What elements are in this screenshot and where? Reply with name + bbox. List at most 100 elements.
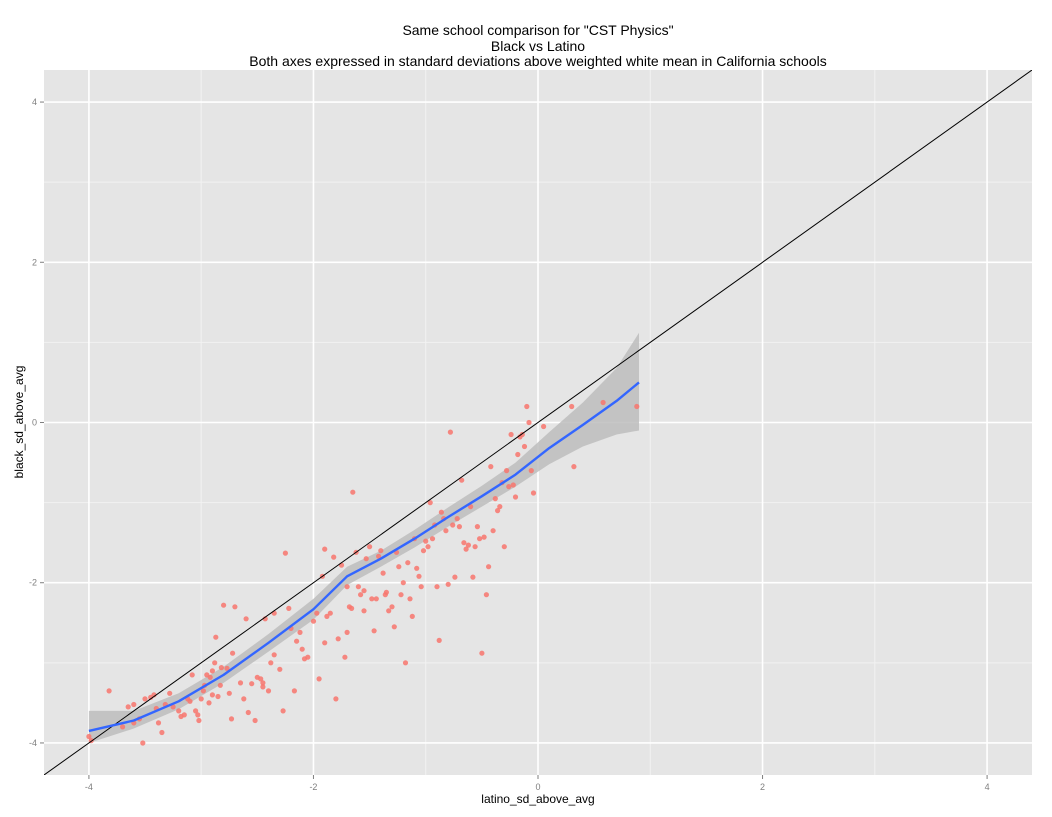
data-point: [497, 504, 503, 510]
data-point: [463, 546, 469, 552]
data-point: [438, 509, 444, 515]
data-point: [459, 477, 465, 483]
data-point: [405, 560, 411, 566]
data-point: [277, 666, 283, 672]
chart-title: Same school comparison for "CST Physics"…: [249, 22, 826, 69]
data-point: [106, 688, 112, 694]
data-point: [600, 399, 606, 406]
data-point: [170, 704, 176, 710]
y-tick-label: 2: [32, 257, 37, 267]
data-point: [524, 403, 530, 410]
data-point: [418, 584, 424, 590]
data-point: [217, 682, 223, 688]
data-point: [198, 696, 204, 702]
data-point: [271, 610, 277, 616]
data-point: [322, 640, 328, 646]
data-point: [297, 629, 303, 636]
data-point: [125, 704, 131, 710]
data-point: [195, 712, 201, 718]
data-point: [335, 636, 341, 642]
data-point: [322, 546, 328, 552]
data-point: [331, 554, 337, 560]
data-point: [373, 596, 379, 602]
data-point: [260, 680, 266, 686]
data-point: [454, 516, 460, 522]
data-point: [425, 544, 431, 550]
data-point: [434, 584, 440, 590]
smooth-curve: [88, 381, 640, 733]
data-point: [212, 660, 218, 666]
data-point: [349, 605, 355, 612]
reference-line: [44, 70, 1032, 775]
data-point: [299, 646, 305, 652]
data-point: [512, 494, 519, 500]
y-tick-label: 0: [32, 418, 37, 428]
data-point: [483, 592, 489, 598]
data-point: [504, 468, 510, 474]
data-point: [443, 528, 449, 534]
data-point: [249, 681, 255, 687]
data-point: [215, 693, 221, 700]
data-point: [294, 638, 300, 644]
x-axis-title: latino_sd_above_avg: [481, 792, 594, 806]
data-point: [265, 688, 272, 694]
smooth-line: [88, 381, 640, 733]
y-tick-label: -2: [29, 578, 37, 588]
data-point: [151, 692, 157, 698]
data-point: [508, 431, 514, 438]
data-point: [571, 464, 577, 470]
data-point: [237, 680, 244, 686]
data-point: [243, 616, 249, 622]
data-point: [131, 701, 137, 708]
data-point: [245, 709, 251, 716]
data-point: [492, 496, 498, 502]
data-point: [358, 592, 364, 598]
data-point: [355, 584, 361, 590]
data-point: [474, 524, 480, 530]
data-point: [383, 589, 389, 595]
y-axis-title: black_sd_above_avg: [12, 366, 26, 479]
data-point: [376, 553, 382, 559]
data-point: [206, 700, 212, 706]
data-point: [120, 724, 126, 730]
data-point: [228, 716, 235, 722]
x-tick-label: -2: [309, 782, 317, 792]
data-point: [213, 634, 219, 640]
data-point: [230, 650, 236, 656]
x-tick-label: 0: [535, 782, 540, 792]
data-point: [386, 608, 392, 614]
data-point: [252, 717, 258, 724]
data-point: [327, 610, 333, 616]
data-point: [420, 548, 427, 554]
data-point: [342, 654, 348, 660]
data-point: [224, 665, 230, 672]
data-point: [416, 573, 422, 579]
data-point: [477, 536, 483, 542]
data-point: [314, 610, 320, 616]
data-point: [423, 538, 429, 544]
data-point: [196, 717, 202, 724]
data-point: [316, 676, 322, 682]
data-point: [510, 482, 516, 488]
data-point: [140, 740, 146, 746]
data-point: [436, 637, 442, 644]
data-point: [167, 690, 173, 696]
title-line-2: Black vs Latino: [491, 38, 585, 54]
data-point: [400, 580, 406, 586]
data-point: [324, 613, 330, 620]
data-point: [506, 484, 512, 490]
data-point: [429, 536, 436, 542]
data-point: [488, 464, 494, 470]
data-point: [258, 676, 264, 682]
data-point: [521, 443, 528, 450]
data-point: [530, 490, 537, 496]
data-point: [310, 618, 317, 624]
data-point: [189, 672, 195, 678]
data-point: [396, 564, 402, 570]
data-point: [282, 550, 288, 556]
data-point: [479, 650, 485, 656]
data-point: [142, 696, 148, 702]
data-point: [486, 564, 492, 570]
data-point: [361, 608, 367, 614]
data-point: [271, 652, 277, 658]
